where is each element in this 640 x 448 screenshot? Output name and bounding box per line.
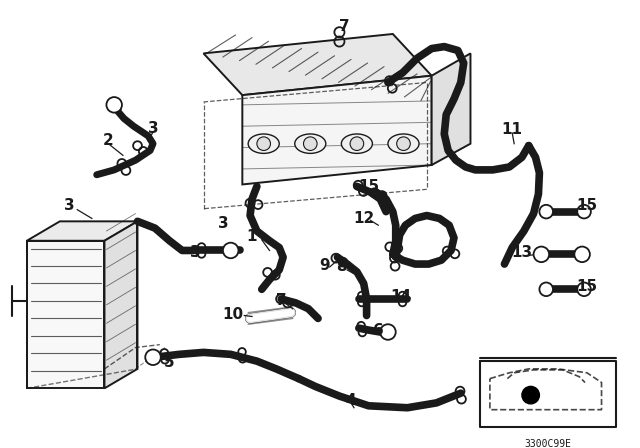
Text: 15: 15: [577, 198, 598, 213]
Text: 15: 15: [577, 279, 598, 294]
Text: 14: 14: [390, 289, 411, 304]
Text: 9: 9: [319, 258, 330, 272]
Polygon shape: [27, 241, 104, 388]
Circle shape: [397, 137, 410, 151]
Text: 3: 3: [218, 216, 228, 231]
Polygon shape: [243, 76, 431, 185]
Circle shape: [350, 137, 364, 151]
Text: 3: 3: [191, 245, 201, 260]
Circle shape: [534, 246, 549, 262]
Text: 8: 8: [336, 259, 347, 275]
Text: 2: 2: [103, 133, 114, 148]
Text: 13: 13: [511, 245, 532, 260]
Ellipse shape: [341, 134, 372, 153]
Circle shape: [303, 137, 317, 151]
Circle shape: [223, 243, 239, 258]
Text: 4: 4: [346, 393, 356, 409]
Circle shape: [106, 97, 122, 112]
Text: 15: 15: [358, 179, 379, 194]
Text: 6: 6: [373, 323, 383, 338]
Text: 1: 1: [247, 229, 257, 244]
Ellipse shape: [248, 134, 279, 153]
Circle shape: [577, 283, 591, 296]
Text: 11: 11: [502, 121, 523, 137]
Polygon shape: [104, 221, 138, 388]
Circle shape: [522, 386, 540, 404]
Circle shape: [540, 283, 553, 296]
Circle shape: [574, 246, 590, 262]
Circle shape: [540, 205, 553, 219]
Circle shape: [257, 137, 271, 151]
Polygon shape: [431, 53, 470, 165]
Text: 8: 8: [376, 191, 387, 207]
Text: 7: 7: [276, 293, 287, 309]
Ellipse shape: [295, 134, 326, 153]
Ellipse shape: [388, 134, 419, 153]
Polygon shape: [27, 221, 138, 241]
Text: 3: 3: [64, 198, 75, 213]
Text: 5: 5: [164, 355, 175, 370]
Text: 3300C99E: 3300C99E: [525, 439, 572, 448]
Polygon shape: [204, 34, 431, 95]
Text: 7: 7: [339, 19, 349, 34]
Text: 12: 12: [353, 211, 374, 226]
Text: 3: 3: [148, 121, 158, 136]
Circle shape: [380, 324, 396, 340]
Circle shape: [145, 349, 161, 365]
Text: 10: 10: [222, 307, 243, 322]
Circle shape: [577, 205, 591, 219]
